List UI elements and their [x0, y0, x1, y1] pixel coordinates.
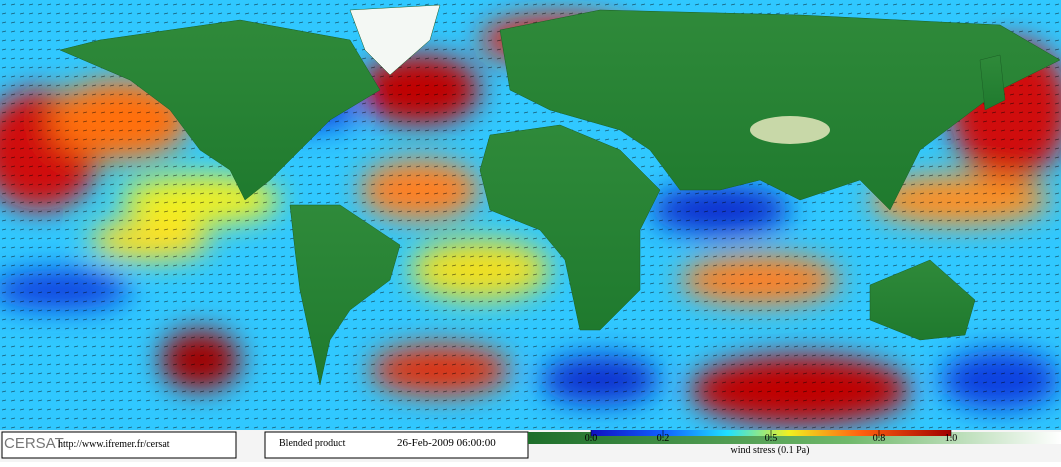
- colorbar-tick-label: 0.2: [657, 433, 670, 444]
- continents: [59, 4, 1061, 386]
- product-name: Blended product: [279, 438, 346, 449]
- product-box: [264, 431, 529, 459]
- logo-url[interactable]: http://www.ifremer.fr/cersat: [58, 439, 170, 450]
- colorbar-tick-label: 0.0: [585, 433, 598, 444]
- colorbar-label: wind stress (0.1 Pa): [731, 445, 810, 456]
- colorbar-tick-label: 0.5: [765, 433, 778, 444]
- colorbar-tick-label: 1.0: [945, 433, 958, 444]
- colorbar-tick-label: 0.8: [873, 433, 886, 444]
- logo-name: CERSAT: [4, 435, 64, 452]
- date: 26-Feb-2009 06:00:00: [397, 437, 496, 449]
- logo-box: [1, 431, 237, 459]
